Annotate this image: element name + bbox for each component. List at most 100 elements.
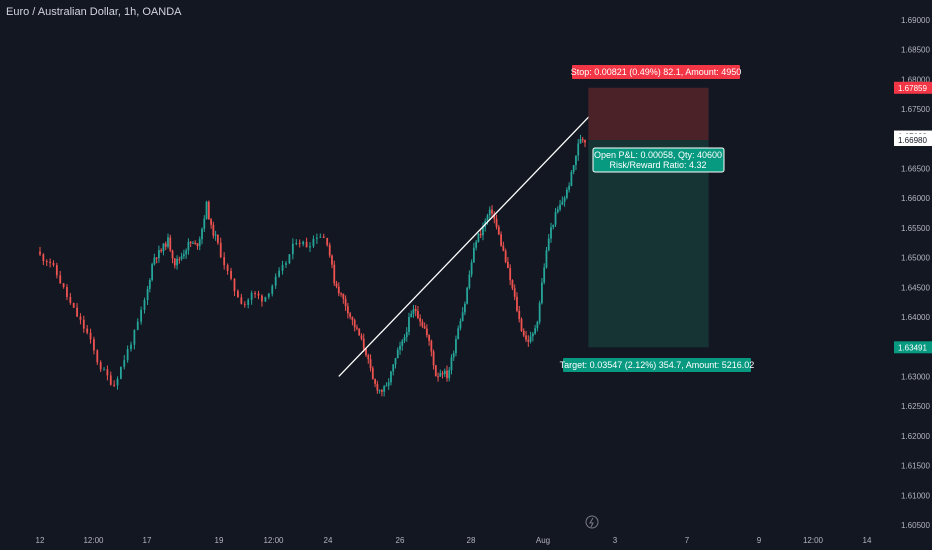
candle-body: [267, 293, 270, 297]
candle-body: [502, 245, 505, 251]
candle-body: [547, 238, 550, 251]
candle-body: [113, 384, 116, 386]
candle-body: [285, 263, 287, 265]
candle-body: [103, 369, 105, 371]
x-tick-label: 24: [324, 536, 333, 545]
y-tick-label: 1.64500: [901, 283, 930, 292]
stop-label: Stop: 0.00821 (0.49%) 82.1, Amount: 4950: [571, 67, 742, 77]
candle-body: [257, 293, 260, 296]
y-tick-label: 1.60500: [901, 521, 930, 530]
candle-body: [164, 243, 167, 247]
candle-body: [455, 339, 457, 354]
candle-body: [428, 335, 431, 341]
candle-body: [410, 313, 413, 318]
candle-body: [385, 385, 388, 387]
candle-body: [504, 250, 507, 262]
candle-body: [423, 326, 426, 329]
x-tick-label: 17: [143, 536, 152, 545]
candle-body: [497, 226, 500, 235]
candle-body: [82, 319, 85, 329]
candle-body: [281, 264, 284, 271]
candle-body: [565, 189, 568, 198]
y-tick-label: 1.65000: [901, 254, 930, 263]
candle-body: [76, 307, 78, 317]
candle-body: [403, 337, 406, 341]
candle-body: [579, 139, 582, 144]
y-tick-label: 1.68500: [901, 46, 930, 55]
candle-body: [250, 293, 253, 300]
candle-body: [414, 309, 417, 312]
x-tick-label: 19: [215, 536, 224, 545]
candle-body: [189, 242, 192, 244]
candle-body: [158, 250, 160, 259]
candle-body: [488, 209, 491, 216]
candle-body: [362, 338, 365, 349]
candle-body: [358, 328, 361, 336]
candle-body: [581, 139, 584, 141]
candle-body: [457, 328, 460, 340]
candle-body: [360, 335, 363, 339]
candle-body: [353, 320, 356, 328]
candle-body: [450, 357, 453, 371]
price-tag-current-box: [894, 134, 932, 147]
candle-body: [243, 303, 246, 305]
candle-body: [408, 317, 410, 333]
candle-body: [482, 227, 484, 236]
candle-body: [93, 339, 95, 351]
candle-body: [247, 299, 250, 305]
chart-title: Euro / Australian Dollar, 1h, OANDA: [6, 6, 182, 18]
trendline: [338, 111, 594, 377]
candle-body: [126, 349, 129, 361]
price-tag-stop: 1.67859: [898, 84, 927, 93]
candle-body: [376, 383, 379, 391]
candle-body: [278, 270, 281, 277]
lightning-icon-glyph: [589, 517, 594, 528]
candle-body: [52, 263, 55, 266]
candle-body: [326, 237, 329, 245]
candle-body: [518, 310, 521, 319]
x-tick-label: 12:00: [803, 536, 824, 545]
candle-body: [254, 293, 256, 295]
candle-body: [401, 340, 404, 346]
y-tick-label: 1.68000: [901, 75, 930, 84]
candle-body: [136, 321, 139, 330]
candle-body: [155, 257, 158, 259]
candle-body: [59, 275, 62, 284]
x-tick-label: 9: [757, 536, 762, 545]
candle-body: [446, 370, 448, 379]
candle-body: [109, 375, 112, 385]
candle-body: [472, 247, 475, 263]
lightning-icon: [585, 515, 599, 529]
candle-body: [459, 321, 462, 329]
candle-body: [417, 311, 419, 319]
y-tick-label: 1.62000: [901, 432, 930, 441]
candle-body: [452, 353, 455, 358]
candle-body: [171, 250, 174, 259]
candle-body: [371, 368, 374, 380]
candle-body: [302, 241, 305, 245]
candle-body: [212, 224, 215, 236]
candle-body: [271, 285, 274, 294]
stop-label-box: [572, 65, 740, 79]
candle-body: [143, 300, 146, 310]
y-tick-label: 1.66500: [901, 165, 930, 174]
candle-body: [130, 344, 132, 350]
candle-body: [198, 239, 201, 247]
candle-body: [45, 261, 48, 263]
candle-body: [178, 258, 181, 260]
candle-body: [392, 364, 395, 372]
candle-body: [230, 270, 232, 279]
candle-body: [412, 309, 415, 314]
candle-body: [421, 321, 424, 327]
candle-body: [461, 312, 464, 322]
candle-body: [550, 227, 552, 239]
candle-body: [340, 293, 342, 295]
x-tick-label: 12: [36, 536, 45, 545]
candle-body: [441, 373, 444, 375]
candle-body: [378, 390, 381, 392]
candle-body: [237, 291, 239, 298]
candle-body: [536, 321, 539, 329]
candle-body: [390, 371, 392, 383]
candle-body: [86, 328, 89, 333]
